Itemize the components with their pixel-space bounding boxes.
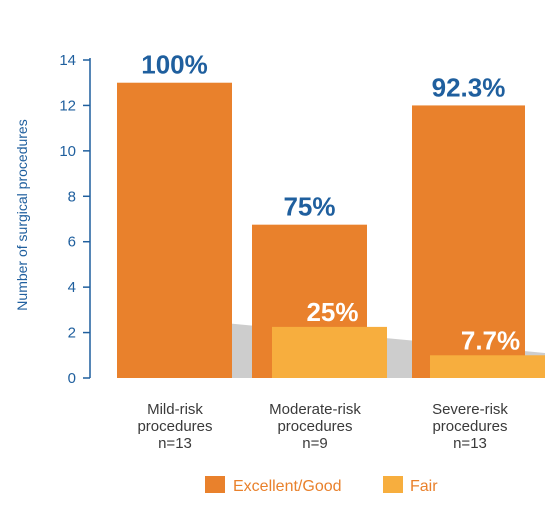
y-tick-label: 12	[59, 97, 76, 114]
data-label-fair: 7.7%	[461, 325, 520, 355]
data-label-excellent-good: 75%	[283, 192, 335, 222]
category-label: procedures	[137, 418, 212, 435]
data-label-fair: 25%	[306, 297, 358, 327]
data-label-excellent-good: 100%	[141, 50, 208, 80]
legend-swatch	[383, 476, 403, 493]
y-tick-label: 4	[68, 279, 76, 296]
category-label: Moderate-risk	[269, 401, 361, 418]
y-tick-label: 8	[68, 188, 76, 205]
bar-fair	[430, 355, 545, 378]
category-label: procedures	[277, 418, 352, 435]
legend: Excellent/Good Fair	[205, 476, 438, 495]
legend-label: Excellent/Good	[233, 478, 342, 495]
category-label: Severe-risk	[432, 401, 508, 418]
legend-label: Fair	[410, 478, 438, 495]
bars	[117, 82, 545, 378]
category-label: Mild-risk	[147, 401, 203, 418]
y-tick-label: 2	[68, 325, 76, 342]
y-tick-label: 6	[68, 234, 76, 251]
bar-excellent-good	[412, 105, 525, 378]
y-tick-label: 0	[68, 370, 76, 387]
data-label-excellent-good: 92.3%	[432, 72, 506, 102]
category-label: n=13	[453, 435, 487, 452]
category-label: n=13	[158, 435, 192, 452]
bar-excellent-good	[117, 82, 232, 378]
y-tick-label: 14	[59, 52, 76, 69]
category-label: procedures	[432, 418, 507, 435]
data-labels: 100% 75% 25% 92.3% 7.7%	[141, 50, 520, 356]
category-label: n=9	[302, 435, 327, 452]
legend-swatch	[205, 476, 225, 493]
y-axis: 0 2 4 6 8 10 12 14	[59, 52, 91, 387]
x-axis-categories: Mild-riskproceduresn=13Moderate-riskproc…	[137, 401, 508, 452]
y-tick-label: 10	[59, 143, 76, 160]
y-axis-title: Number of surgical procedures	[14, 119, 30, 310]
bar-fair	[272, 326, 387, 378]
